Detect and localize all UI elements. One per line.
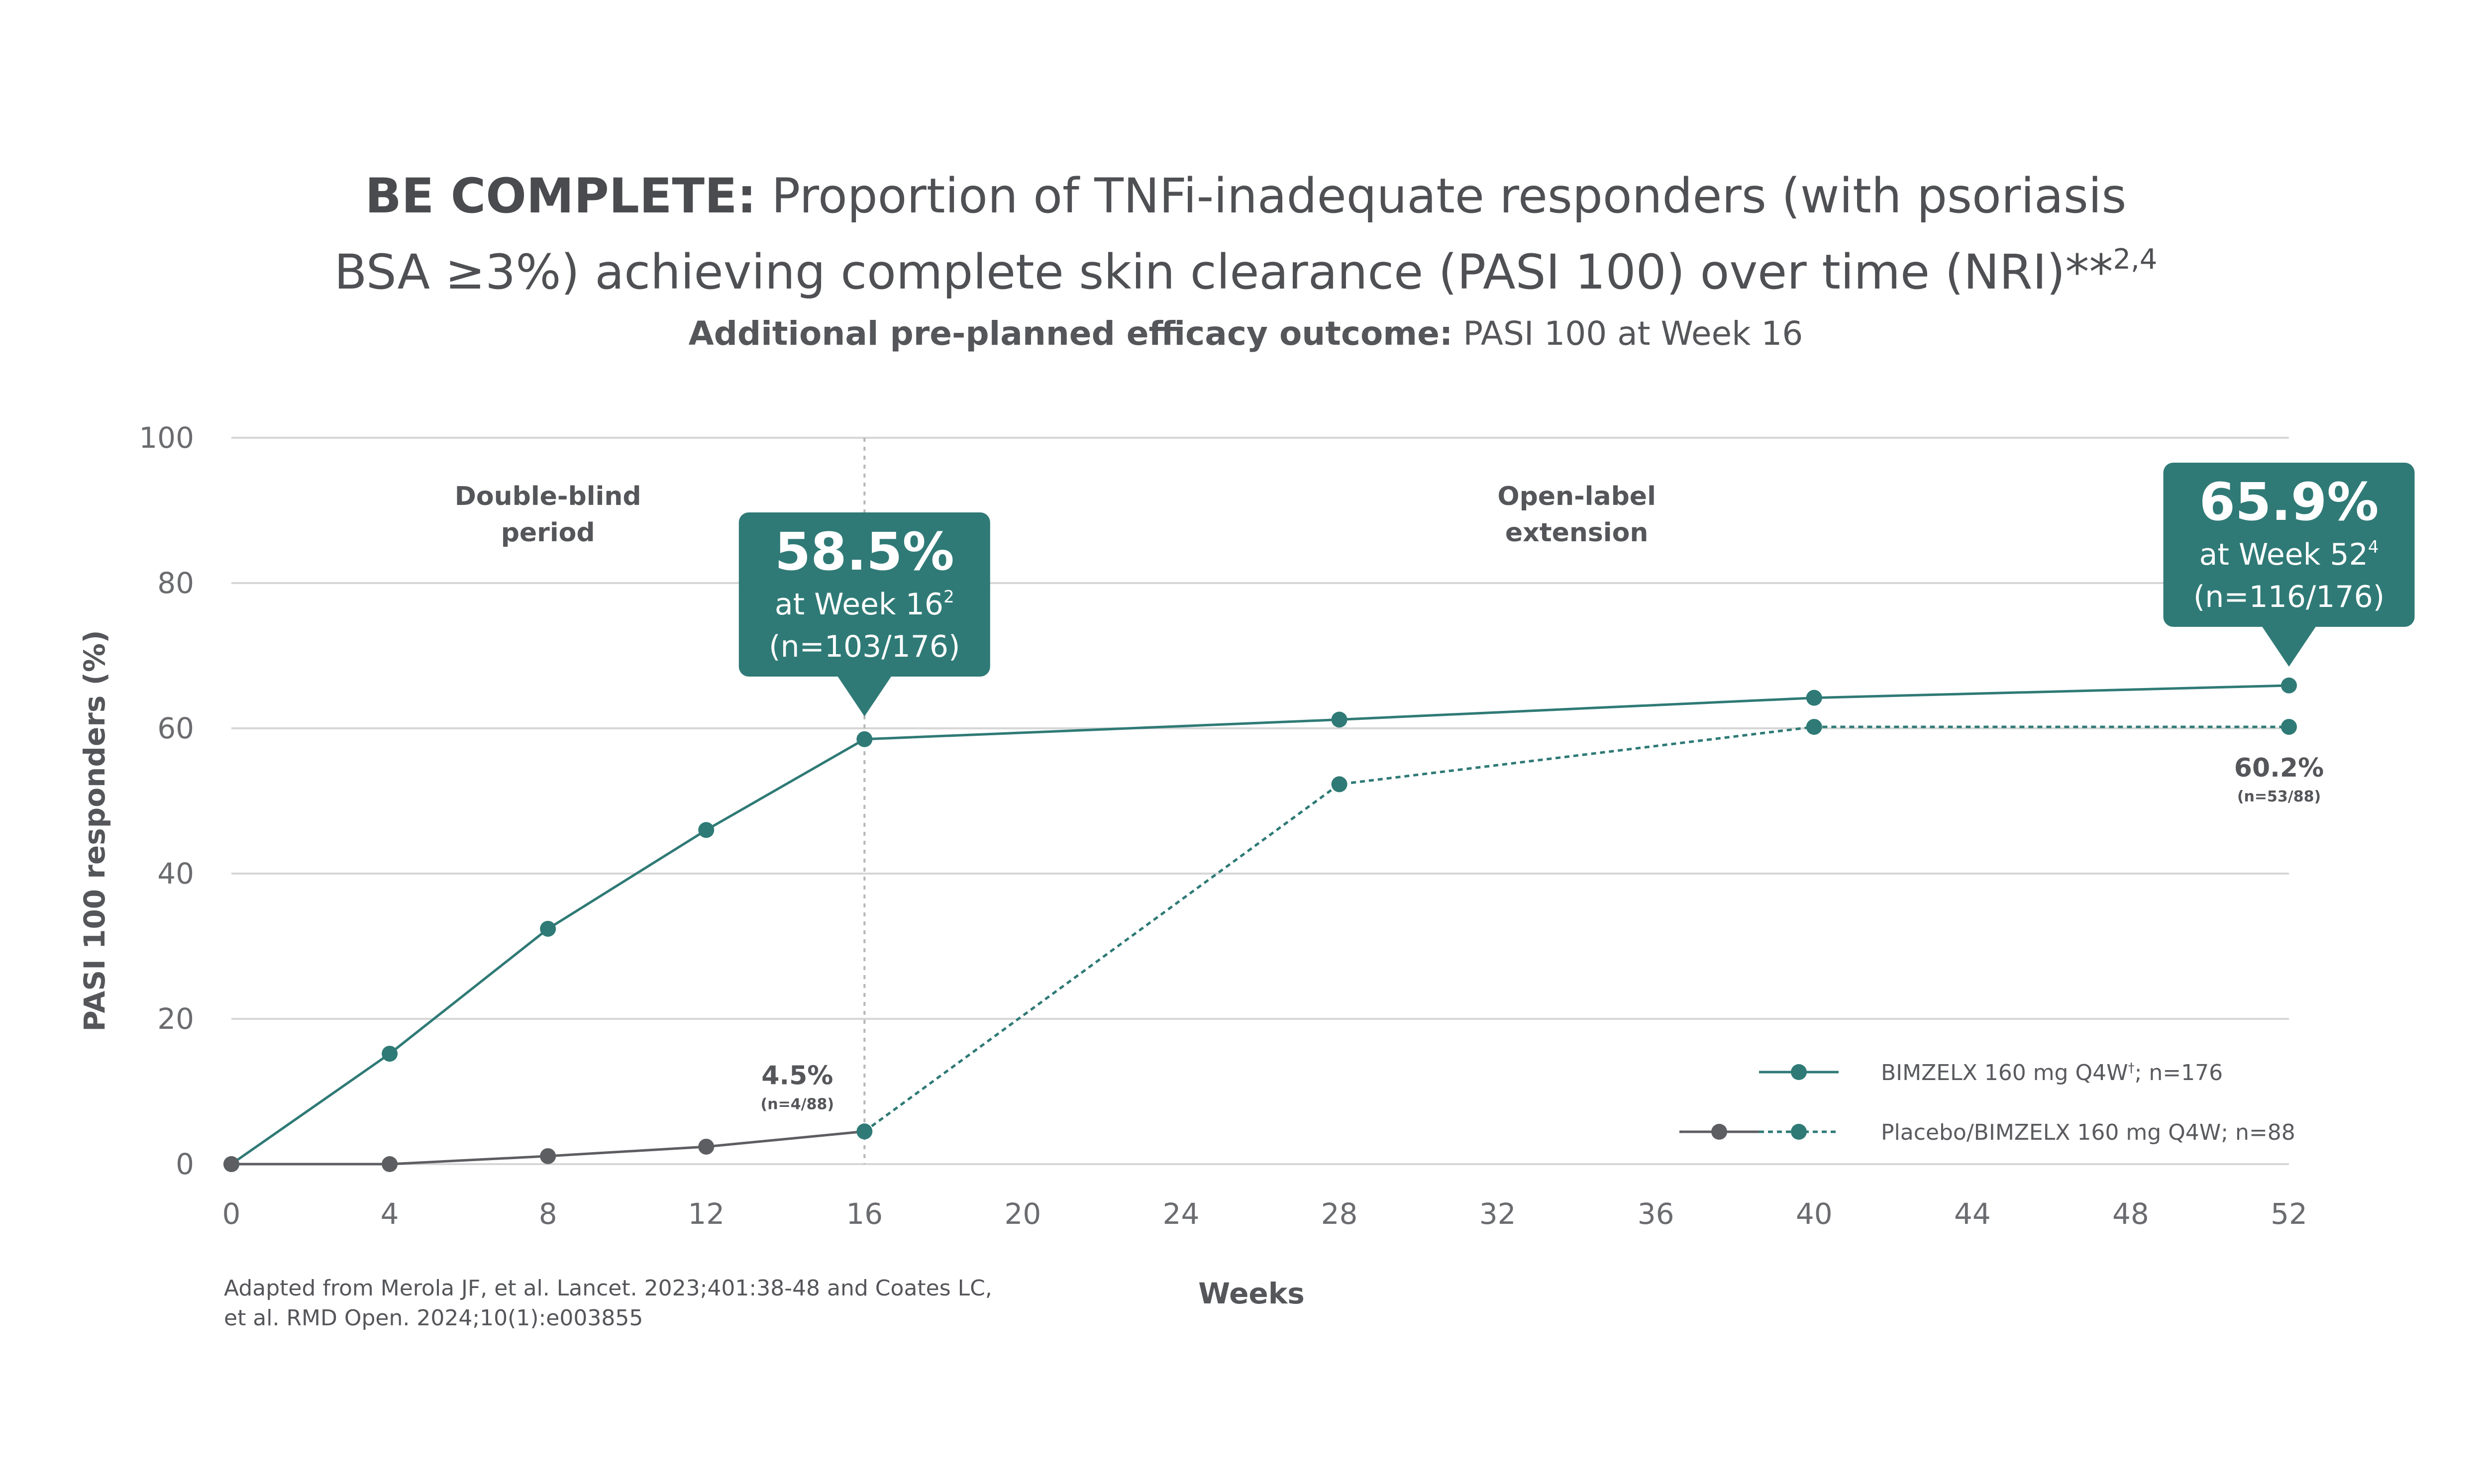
- point-label-1-value: 60.2%: [2234, 753, 2324, 783]
- x-tick-44: 44: [1954, 1197, 1991, 1231]
- x-tick-labels: 0 4 8 12 16 20 24 28 32 36 40 44 48 52: [222, 1197, 2307, 1231]
- series-placebo-seg1-point-3: [2281, 719, 2297, 735]
- x-tick-48: 48: [2112, 1197, 2149, 1231]
- title-line-1: BE COMPLETE: Proportion of TNFi-inadequa…: [0, 164, 2488, 228]
- footnote: Adapted from Merola JF, et al. Lancet. 2…: [224, 1274, 992, 1333]
- y-tick-labels: 0 20 40 60 80 100: [139, 421, 194, 1181]
- series-placebo-seg1-point-1: [1331, 776, 1348, 792]
- y-tick-80: 80: [157, 566, 194, 600]
- callout-0-value: 58.5%: [775, 521, 954, 582]
- x-tick-16: 16: [846, 1197, 883, 1231]
- callout-0-pointer: [837, 676, 892, 716]
- footnote-line-2: et al. RMD Open. 2024;10(1):e003855: [224, 1305, 643, 1331]
- series-bimzelx-point-1: [382, 1046, 398, 1062]
- series-bimzelx-point-2: [540, 920, 556, 937]
- x-tick-40: 40: [1796, 1197, 1833, 1231]
- y-tick-0: 0: [176, 1147, 194, 1181]
- series-bimzelx-line: [230, 684, 2289, 1166]
- callouts: 58.5% at Week 162 (n=103/176) 65.9% at Week …: [738, 463, 2415, 716]
- y-tick-20: 20: [157, 1002, 194, 1036]
- legend-placebo-marker-teal: [1791, 1124, 1807, 1140]
- x-tick-36: 36: [1638, 1197, 1674, 1231]
- chart-subtitle: Additional pre-planned efficacy outcome:…: [0, 310, 2488, 358]
- x-tick-20: 20: [1004, 1197, 1041, 1231]
- series-bimzelx-point-5: [1331, 711, 1348, 728]
- callout-1-pointer: [2262, 626, 2316, 667]
- x-tick-28: 28: [1321, 1197, 1358, 1231]
- grid-lines: [231, 437, 2289, 1165]
- title-superscript: 2,4: [2113, 243, 2158, 276]
- series-placebo-seg0-point-3: [698, 1138, 715, 1155]
- x-tick-12: 12: [688, 1197, 725, 1231]
- chart-title: BE COMPLETE: Proportion of TNFi-inadequa…: [0, 164, 2488, 358]
- period-label-1-line2: extension: [1505, 518, 1648, 548]
- callout-1-box: [2163, 463, 2415, 627]
- x-tick-8: 8: [539, 1197, 557, 1231]
- series-placebo-seg0-point-0: [223, 1156, 239, 1172]
- legend-placebo-marker-gray: [1711, 1124, 1727, 1140]
- title-line-2: BSA ≥3%) achieving complete skin clearan…: [0, 228, 2488, 304]
- legend: BIMZELX 160 mg Q4W†; n=176 Placebo/BIMZEL…: [1679, 1060, 2295, 1145]
- callout-0-box: [738, 512, 990, 677]
- series-bimzelx-point-4: [856, 731, 873, 747]
- series-bimzelx-point-7: [2281, 677, 2297, 693]
- legend-bimzelx-marker: [1791, 1064, 1807, 1080]
- title-bold: BE COMPLETE:: [365, 168, 756, 224]
- legend-bimzelx-label: BIMZELX 160 mg Q4W†; n=176: [1881, 1060, 2223, 1086]
- x-tick-24: 24: [1163, 1197, 1200, 1231]
- subtitle-bold: Additional pre-planned efficacy outcome:: [688, 314, 1453, 353]
- series-placebo-seg1-point-0: [856, 1123, 873, 1140]
- period-label-1-line1: Open-label: [1497, 482, 1656, 511]
- x-tick-4: 4: [381, 1197, 399, 1231]
- y-tick-100: 100: [139, 421, 194, 455]
- series-placebo-seg1-point-2: [1806, 719, 1822, 735]
- series-bimzelx-point-3: [698, 822, 715, 838]
- series-placebo-seg0-point-2: [540, 1148, 556, 1164]
- y-tick-60: 60: [157, 711, 194, 745]
- series-lines: [223, 677, 2297, 1172]
- point-label-0-value: 4.5%: [761, 1061, 833, 1090]
- subtitle-text: PASI 100 at Week 16: [1463, 314, 1803, 353]
- x-tick-32: 32: [1479, 1197, 1516, 1231]
- point-labels: 4.5% (n=4/88) 60.2% (n=53/88): [761, 753, 2324, 1113]
- callout-0: 58.5% at Week 162 (n=103/176): [738, 512, 990, 716]
- period-labels: Double-blind period Open-label extension: [455, 482, 1656, 548]
- point-label-0-n: (n=4/88): [761, 1095, 834, 1113]
- y-tick-40: 40: [157, 857, 194, 890]
- period-label-0-line1: Double-blind: [455, 482, 641, 511]
- callout-1: 65.9% at Week 524 (n=116/176): [2163, 463, 2415, 667]
- callout-1-value: 65.9%: [2199, 472, 2379, 532]
- footnote-line-1: Adapted from Merola JF, et al. Lancet. 2…: [224, 1276, 992, 1301]
- series-bimzelx-point-6: [1806, 690, 1822, 706]
- y-axis-label: PASI 100 responders (%): [78, 630, 111, 1031]
- point-label-1-n: (n=53/88): [2237, 788, 2321, 805]
- callout-0-n: (n=103/176): [769, 629, 960, 664]
- title-line1-text: Proportion of TNFi-inadequate responders…: [771, 168, 2127, 224]
- callout-0-week: at Week 162: [775, 587, 954, 622]
- callout-1-week: at Week 524: [2199, 537, 2379, 572]
- x-tick-52: 52: [2271, 1197, 2307, 1231]
- period-label-0-line2: period: [501, 518, 595, 548]
- title-line2-text: BSA ≥3%) achieving complete skin clearan…: [334, 244, 2113, 300]
- legend-placebo-label: Placebo/BIMZELX 160 mg Q4W; n=88: [1881, 1120, 2295, 1145]
- series-placebo-segment-1-line: [863, 725, 2289, 1133]
- x-tick-0: 0: [222, 1197, 241, 1231]
- x-axis-label: Weeks: [1198, 1277, 1305, 1310]
- series-placebo-seg0-point-1: [382, 1156, 398, 1172]
- callout-1-n: (n=116/176): [2193, 580, 2384, 614]
